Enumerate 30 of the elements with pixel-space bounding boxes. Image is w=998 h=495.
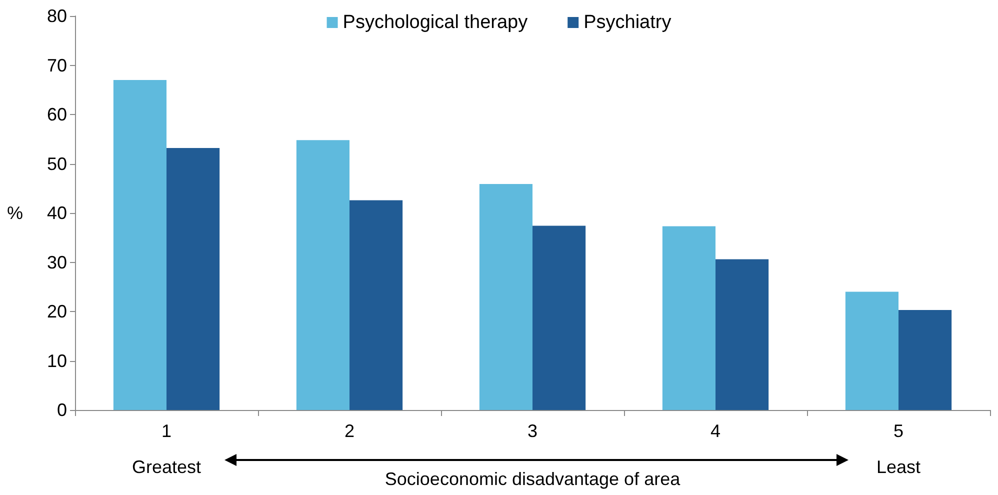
legend-label: Psychological therapy	[342, 12, 528, 33]
y-tick-label: 30	[46, 252, 67, 272]
y-tick-label: 40	[46, 203, 67, 223]
bar	[845, 292, 898, 410]
bar	[350, 200, 403, 410]
y-tick-label: 10	[46, 350, 67, 371]
x-tick-label: 1	[161, 421, 172, 441]
legend-label: Psychiatry	[584, 12, 672, 33]
bar	[113, 80, 166, 410]
x-tick-label: 4	[710, 421, 721, 441]
bar	[532, 226, 586, 410]
y-tick-label: 60	[46, 104, 67, 124]
bar	[716, 259, 769, 410]
y-tick-label: 70	[46, 55, 67, 76]
bar	[662, 226, 716, 410]
x-tick-label: 2	[344, 421, 355, 441]
bar	[166, 148, 220, 410]
y-tick-label: 50	[46, 154, 67, 174]
bar	[296, 140, 350, 410]
x-tick-label: 5	[893, 421, 904, 441]
x-axis-title: Socioeconomic disadvantage of area	[384, 469, 682, 489]
bar	[898, 310, 952, 410]
bar	[479, 184, 532, 410]
text: Greatest	[132, 457, 202, 477]
text: Least	[876, 457, 921, 477]
y-tick-label: 80	[46, 6, 67, 26]
y-tick-label: 0	[56, 400, 67, 420]
y-tick-label: 20	[46, 302, 67, 322]
x-tick-label: 3	[527, 421, 538, 441]
y-axis-title: %	[6, 203, 23, 223]
